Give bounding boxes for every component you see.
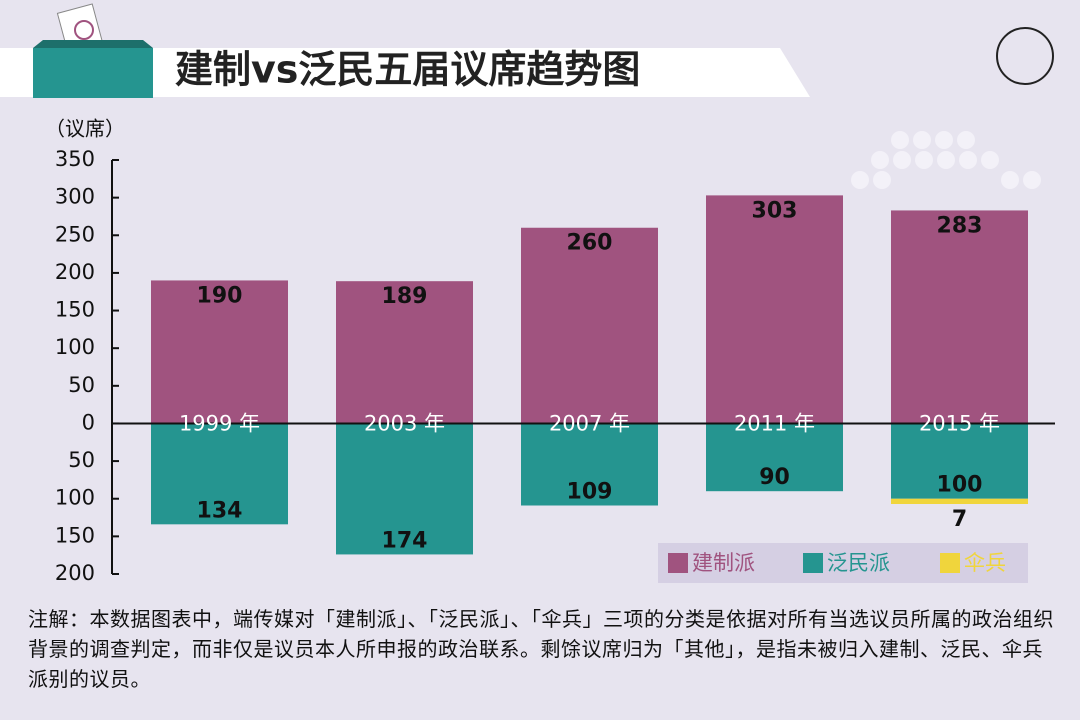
value-label: 174	[382, 528, 428, 553]
category-label: 2011 年	[734, 411, 815, 435]
value-label: 189	[382, 284, 428, 309]
value-label: 100	[937, 473, 983, 498]
y-tick-label: 100	[55, 486, 95, 510]
bar	[706, 195, 843, 424]
y-tick-label: 150	[55, 523, 95, 547]
legend-swatch	[803, 553, 823, 573]
y-axis-label: （议席）	[45, 117, 125, 141]
value-label: 260	[567, 231, 613, 256]
bar	[521, 227, 658, 424]
bar	[151, 280, 288, 424]
legend-label: 泛民派	[827, 551, 890, 575]
value-label: 134	[197, 498, 243, 523]
y-tick-label: 200	[55, 260, 95, 284]
y-tick-label: 100	[55, 335, 95, 359]
value-label: 109	[567, 480, 613, 505]
legend-swatch	[668, 553, 688, 573]
legend-label: 伞兵	[964, 551, 1006, 575]
ballot-icon	[33, 3, 153, 98]
category-label: 1999 年	[179, 411, 260, 435]
category-label: 2003 年	[364, 411, 445, 435]
value-label: 7	[952, 507, 967, 532]
y-tick-label: 250	[55, 222, 95, 246]
chart-title: 建制vs泛民五届议席趋势图	[175, 48, 640, 92]
category-label: 2007 年	[549, 411, 630, 435]
bar	[521, 423, 658, 506]
y-tick-label: 300	[55, 185, 95, 209]
legend-box	[658, 543, 1028, 583]
value-label: 283	[937, 213, 983, 238]
decor	[851, 131, 1041, 189]
bar	[891, 498, 1028, 504]
note: 注解：本数据图表中，端传媒对「建制派」、「泛民派」、「伞兵」三项的分类是依据对所…	[28, 607, 1054, 691]
bar	[336, 281, 473, 424]
title-banner	[0, 48, 810, 97]
legend-label: 建制派	[692, 551, 755, 575]
bar	[891, 210, 1028, 424]
logo	[996, 27, 1054, 85]
y-tick-label: 200	[55, 561, 95, 585]
y-tick-label: 150	[55, 298, 95, 322]
bar	[706, 423, 843, 492]
bar	[151, 423, 288, 525]
category-label: 2015 年	[919, 411, 1000, 435]
y-tick-label: 50	[68, 373, 95, 397]
value-label: 190	[197, 283, 243, 308]
y-tick-label: 0	[82, 410, 95, 434]
y-tick-label: 350	[55, 147, 95, 171]
value-label: 303	[752, 198, 798, 223]
y-tick-label: 50	[68, 448, 95, 472]
legend-swatch	[940, 553, 960, 573]
bar	[891, 423, 1028, 499]
value-label: 90	[759, 465, 790, 490]
bar	[336, 423, 473, 555]
